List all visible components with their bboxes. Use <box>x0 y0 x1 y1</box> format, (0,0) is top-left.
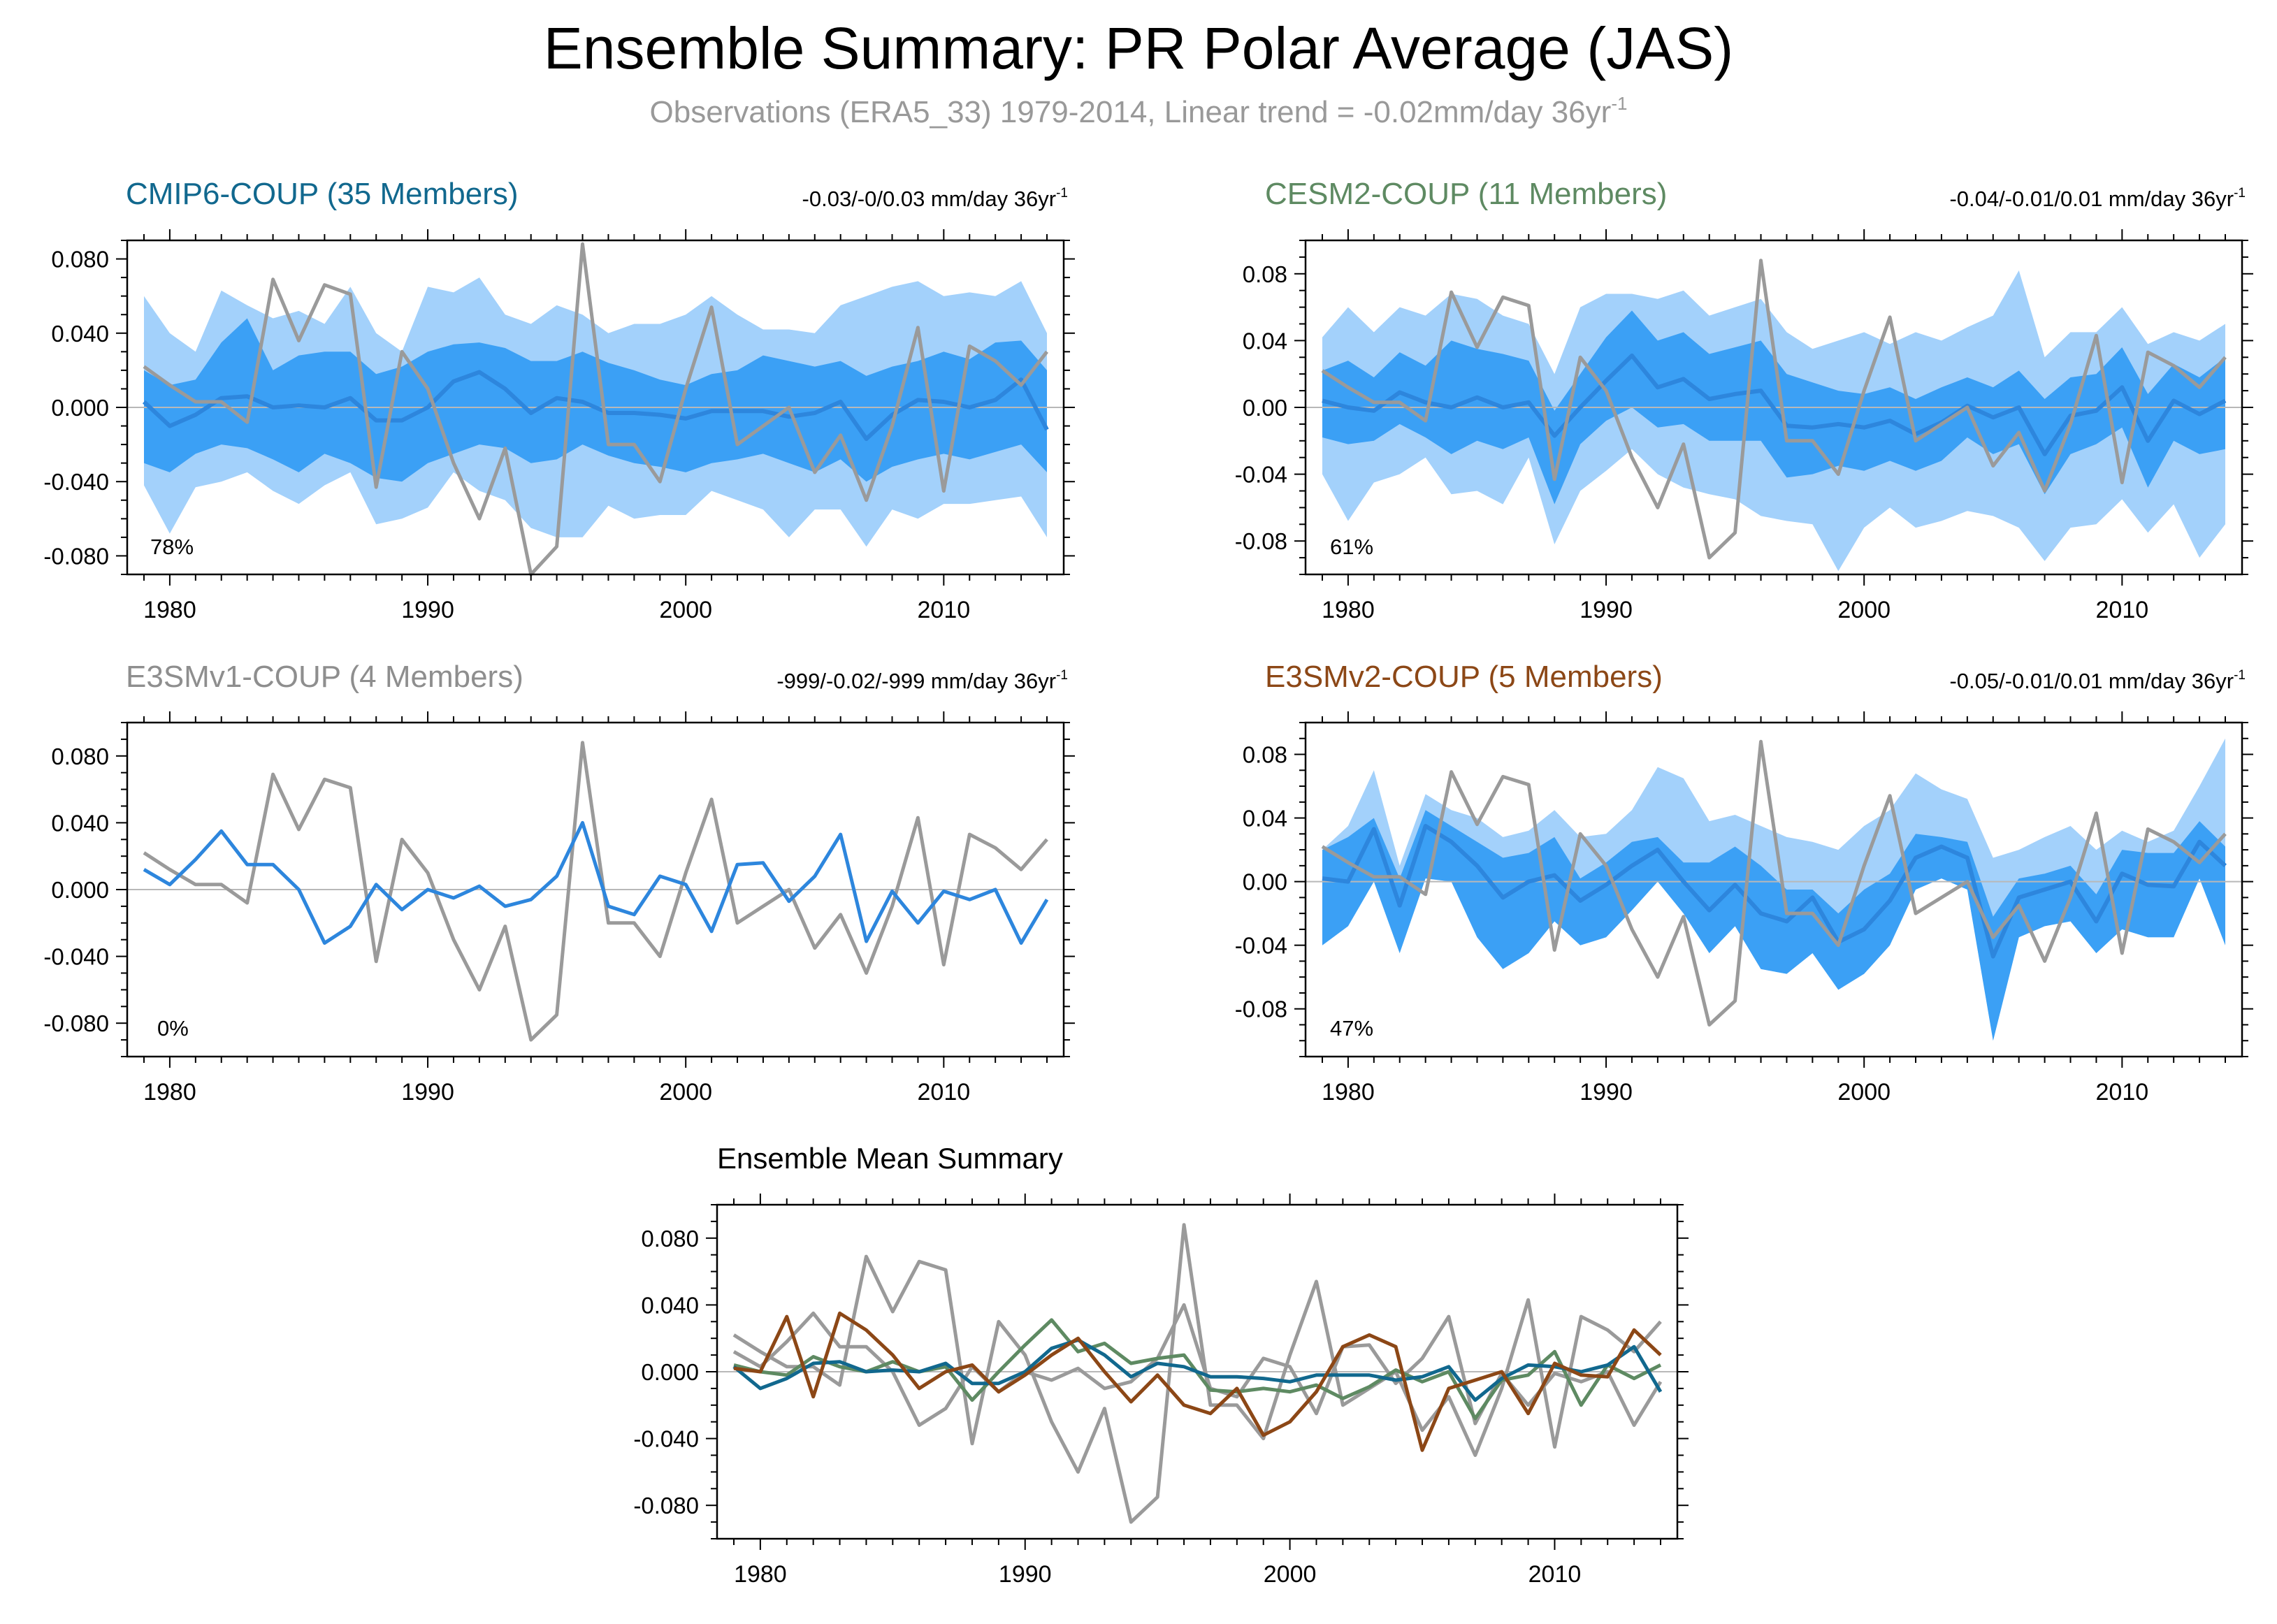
x-tick-label: 2010 <box>1528 1561 1582 1588</box>
y-tick-label: 0.040 <box>51 810 109 836</box>
y-tick-label: -0.040 <box>43 944 109 970</box>
panel-cesm2-coup: CESM2-COUP (11 Members) -0.04/-0.01/0.01… <box>1235 177 2253 623</box>
figure-title: Ensemble Summary: PR Polar Average (JAS) <box>544 15 1733 81</box>
series-line-e3smv2-coup <box>733 1311 1662 1452</box>
x-tick-label: 2000 <box>659 1079 712 1105</box>
y-tick-label: 0.040 <box>641 1292 699 1318</box>
x-tick-label: 1980 <box>143 1079 196 1105</box>
x-tick-label: 1990 <box>999 1561 1052 1588</box>
trend-superscript: -1 <box>1056 186 1068 201</box>
panel-title: CMIP6-COUP (35 Members) <box>126 177 519 211</box>
x-tick-label: 1990 <box>401 597 454 623</box>
percent-label: 61% <box>1330 535 1373 559</box>
trend-superscript: -1 <box>1056 668 1068 683</box>
percent-label: 47% <box>1330 1016 1373 1041</box>
plot-frame <box>1304 721 2243 1058</box>
x-tick-label: 1990 <box>1580 1079 1633 1105</box>
y-tick-label: -0.08 <box>1235 996 1287 1022</box>
x-tick-label: 2000 <box>1264 1561 1317 1588</box>
y-tick-label: -0.040 <box>43 469 109 495</box>
series-line-observations <box>1321 739 2227 1027</box>
plot-area: -0.080 -0.040 0.000 0.040 0.080 1980 1990 2000 2… <box>43 229 1075 623</box>
x-tick-label: 1980 <box>1322 1079 1375 1105</box>
y-tick-label: 0.04 <box>1243 328 1287 354</box>
x-tick-label: 1980 <box>1322 597 1375 623</box>
y-tick-label: -0.080 <box>43 1010 109 1036</box>
y-tick-label: 0.000 <box>51 395 109 421</box>
x-tick-label: 2010 <box>2096 1079 2149 1105</box>
panel-trend-text: -0.04/-0.01/0.01 mm/day 36yr-1 <box>1949 186 2246 211</box>
series-line-observations <box>143 242 1048 577</box>
x-tick-label: 2010 <box>918 1079 971 1105</box>
y-tick-label: 0.00 <box>1243 395 1287 421</box>
panel-cmip6-coup: CMIP6-COUP (35 Members) -0.03/-0/0.03 mm… <box>43 177 1075 623</box>
trend-superscript: -1 <box>2234 186 2246 201</box>
x-tick-label: 2010 <box>918 597 971 623</box>
panel-e3smv2-coup: E3SMv2-COUP (5 Members) -0.05/-0.01/0.01… <box>1235 660 2253 1105</box>
y-tick-label: -0.040 <box>633 1426 699 1452</box>
panel-ensemble-mean-summary: Ensemble Mean Summary -0.080 -0.040 0.000 0… <box>633 1142 1689 1588</box>
inner-range-band <box>1322 810 2225 1041</box>
plot-area: -0.08 -0.04 0.00 0.04 0.08 1980 1990 2000 2010 <box>1235 711 2253 1105</box>
subtitle-superscript: -1 <box>1611 93 1627 114</box>
y-tick-label: 0.000 <box>51 877 109 903</box>
panel-trend-text: -999/-0.02/-999 mm/day 36yr-1 <box>776 668 1068 693</box>
trend-value: -0.05/-0.01/0.01 mm/day 36yr <box>1949 669 2234 693</box>
plot-area: -0.080 -0.040 0.000 0.040 0.080 1980 1990 2000 2… <box>43 711 1075 1105</box>
panel-title: CESM2-COUP (11 Members) <box>1265 177 1667 211</box>
y-tick-label: -0.080 <box>43 543 109 569</box>
series-line-observations <box>732 1223 1662 1524</box>
x-tick-label: 2000 <box>1837 1079 1891 1105</box>
y-tick-label: 0.080 <box>641 1226 699 1252</box>
plot-area: -0.08 -0.04 0.00 0.04 0.08 1980 1990 2000 2010 <box>1235 229 2253 623</box>
y-tick-label: 0.00 <box>1243 869 1287 895</box>
y-tick-label: -0.080 <box>633 1493 699 1518</box>
panel-e3smv1-coup: E3SMv1-COUP (4 Members) -999/-0.02/-999 … <box>43 660 1075 1105</box>
panel-title: E3SMv1-COUP (4 Members) <box>126 660 523 694</box>
x-tick-label: 1980 <box>143 597 196 623</box>
x-tick-label: 1990 <box>401 1079 454 1105</box>
y-tick-label: 0.08 <box>1243 261 1287 287</box>
trend-superscript: -1 <box>2234 668 2246 683</box>
percent-label: 78% <box>150 535 194 559</box>
trend-value: -0.04/-0.01/0.01 mm/day 36yr <box>1949 187 2234 211</box>
y-tick-label: -0.08 <box>1235 528 1287 554</box>
y-tick-label: 0.04 <box>1243 806 1287 832</box>
subtitle-text: Observations (ERA5_33) 1979-2014, Linear… <box>650 95 1612 129</box>
x-tick-label: 1990 <box>1580 597 1633 623</box>
plot-area: -0.080 -0.040 0.000 0.040 0.080 1980 1990 2000 2… <box>633 1194 1689 1588</box>
panel-title: E3SMv2-COUP (5 Members) <box>1265 660 1663 694</box>
panel-trend-text: -0.03/-0/0.03 mm/day 36yr-1 <box>802 186 1068 211</box>
percent-label: 0% <box>157 1016 189 1041</box>
series-line-ensemble-mean <box>143 820 1049 945</box>
series-line-observations <box>1321 259 2227 560</box>
trend-value: -999/-0.02/-999 mm/day 36yr <box>776 669 1056 693</box>
y-tick-label: -0.04 <box>1235 462 1287 488</box>
x-tick-label: 2000 <box>659 597 712 623</box>
y-tick-label: 0.08 <box>1243 742 1287 768</box>
series-line-observations <box>143 741 1048 1042</box>
y-tick-label: -0.04 <box>1235 933 1287 959</box>
figure-subtitle: Observations (ERA5_33) 1979-2014, Linear… <box>650 93 1628 129</box>
panel-title: Ensemble Mean Summary <box>717 1142 1063 1175</box>
y-tick-label: 0.080 <box>51 744 109 769</box>
x-tick-label: 2000 <box>1837 597 1891 623</box>
y-tick-label: 0.000 <box>641 1359 699 1385</box>
y-tick-label: 0.080 <box>51 247 109 273</box>
panel-trend-text: -0.05/-0.01/0.01 mm/day 36yr-1 <box>1949 668 2246 693</box>
trend-value: -0.03/-0/0.03 mm/day 36yr <box>802 187 1057 211</box>
x-tick-label: 1980 <box>734 1561 787 1588</box>
x-tick-label: 2010 <box>2096 597 2149 623</box>
y-tick-label: 0.040 <box>51 321 109 347</box>
